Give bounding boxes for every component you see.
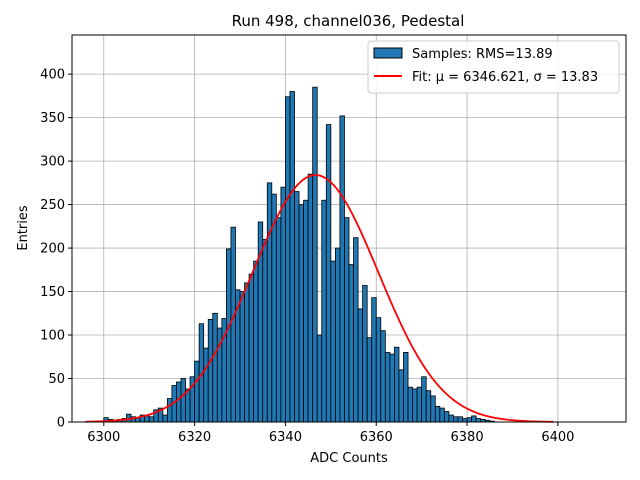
histogram-bar [289,91,295,423]
y-tick-label: 50 [48,372,65,387]
histogram-bar [362,285,368,423]
histogram-bar [230,226,236,423]
histogram-bar [475,418,482,423]
x-tick-label: 6300 [87,430,120,445]
histogram-bar [244,282,250,423]
histogram-bar [307,173,314,423]
histogram-bar [416,386,423,423]
histogram-bar [344,217,350,423]
x-tick-label: 6360 [360,430,393,445]
y-tick-label: 300 [40,155,65,170]
histogram-bar [384,352,391,423]
legend: Samples: RMS=13.89 Fit: μ = 6346.621, σ … [367,40,620,94]
histogram-bar [430,395,436,423]
histogram-bar [239,291,245,423]
legend-fit-label: Fit: μ = 6346.621, σ = 13.83 [412,70,598,85]
y-tick-label: 100 [40,329,65,344]
histogram-bar [321,199,327,423]
histogram-bar [294,191,300,423]
histogram-bar [144,415,150,423]
histogram-bar [421,376,427,423]
histogram-bar [380,330,386,423]
histogram-bar [394,346,400,423]
legend-box [367,40,620,94]
histogram-bars [94,86,495,423]
histogram-bar [162,414,168,423]
x-tick-label: 6380 [451,430,484,445]
histogram-bar [194,360,200,423]
histogram-bar [325,124,332,423]
axis-ticks: 6300 6320 6340 6360 6380 6400 0 50 100 150 200 250 3… [40,68,574,445]
y-tick-label: 400 [40,68,65,83]
histogram-bar [448,414,454,423]
histogram-bar [389,353,395,423]
fit-curve [85,174,554,423]
x-tick-label: 6400 [541,430,574,445]
legend-histogram-label: Samples: RMS=13.89 [412,47,553,62]
histogram-bar [434,405,441,423]
histogram-bar [185,388,191,423]
histogram-bar [353,237,359,423]
plot-frame [71,34,627,423]
histogram-bar [466,417,473,423]
histogram-bar [366,337,373,423]
histogram-bar [348,264,354,423]
histogram-bar [275,217,282,423]
histogram-bar [262,238,268,423]
histogram-bar [148,416,155,423]
histogram-bar [462,418,468,423]
histogram-bar [312,86,318,423]
histogram-bar [330,260,336,423]
histogram-bar [439,407,445,423]
histogram-bar [443,411,450,423]
fit-curve-layer [85,174,554,423]
histogram-bar [212,312,218,423]
histogram-bar [407,386,413,423]
x-axis-label: ADC Counts [310,451,388,466]
y-tick-label: 150 [40,285,65,300]
legend-histogram-swatch [373,47,403,59]
histogram-bar [203,347,209,423]
histogram-bar [225,248,232,423]
histogram-bar [248,273,255,423]
histogram-bar [334,247,341,423]
histogram-bar [339,115,345,423]
histogram-bar [398,369,404,423]
histogram-bar [471,415,477,423]
histogram-bar [285,96,291,423]
histogram-bar [166,398,173,423]
histogram-bar [375,317,382,423]
chart-title: Run 498, channel036, Pedestal [232,12,465,30]
y-tick-label: 0 [57,416,65,431]
histogram-bar [280,186,286,423]
histogram-bar [253,260,259,423]
y-tick-label: 250 [40,198,65,213]
x-tick-label: 6340 [269,430,302,445]
histogram-bar [176,381,182,423]
histogram-bar [412,388,418,423]
histogram-bar [316,334,323,423]
grid [72,35,626,423]
histogram-bar [180,378,186,423]
histogram-bar [453,416,459,423]
histogram-bar [298,204,304,423]
histogram-bar [303,199,309,423]
x-tick-label: 6320 [178,430,211,445]
histogram-bar [403,352,409,423]
histogram-bar [371,297,377,423]
histogram-bar [357,308,364,423]
histogram-bar [266,182,273,423]
histogram-bar [425,390,432,423]
histogram-bar [207,318,214,423]
y-axis-label: Entries [16,205,31,251]
y-tick-label: 200 [40,242,65,257]
y-tick-label: 350 [40,111,65,126]
histogram-bar [457,416,463,423]
